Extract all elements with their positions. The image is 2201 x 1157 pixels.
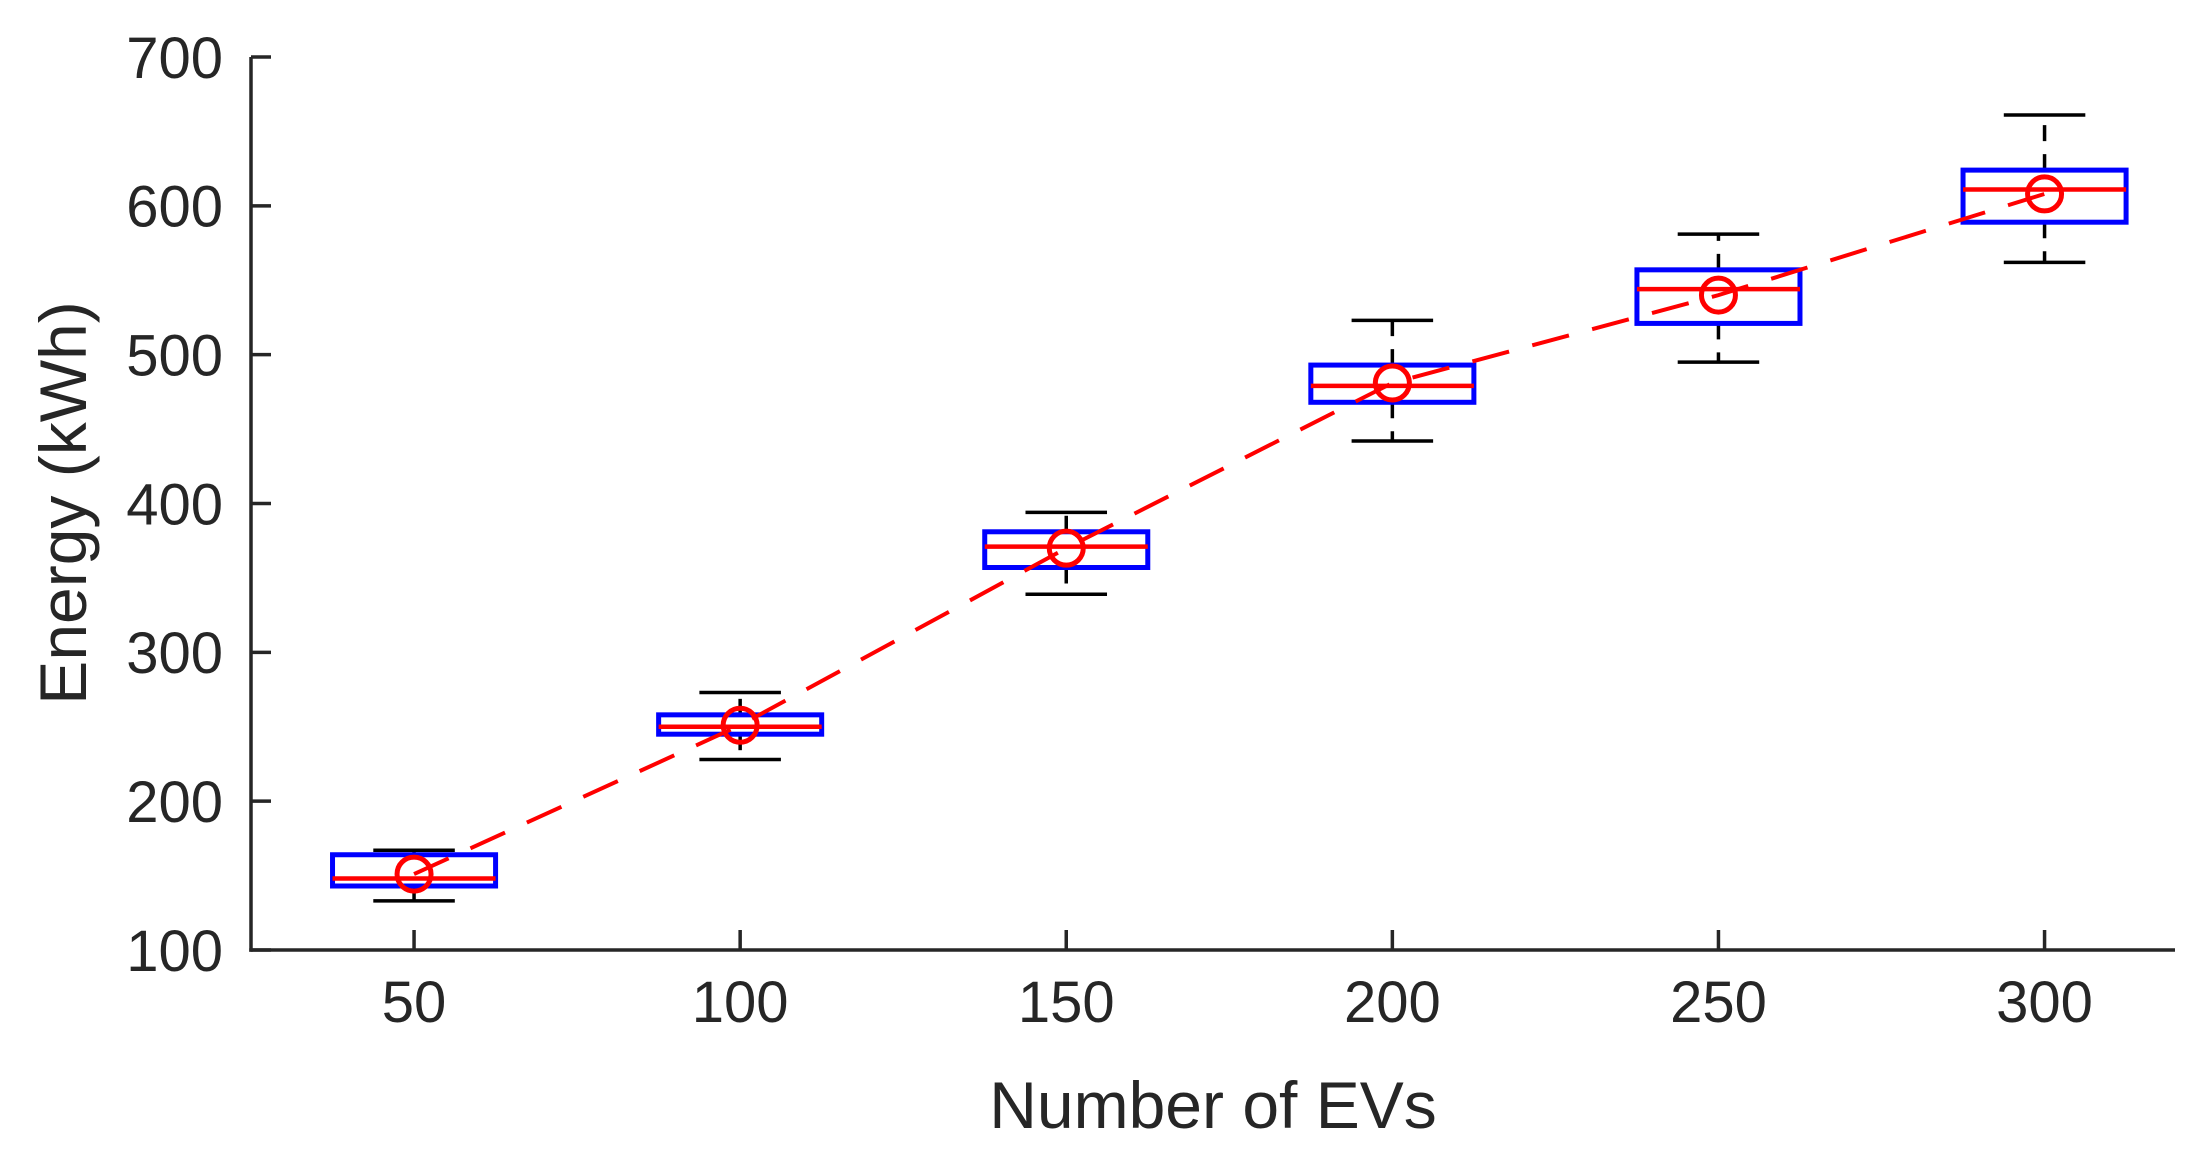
mean-marker [1698, 275, 1738, 315]
y-tick-label: 500 [126, 324, 223, 389]
box-rect [982, 529, 1151, 570]
y-tick-label: 100 [126, 919, 223, 984]
y-tick-label: 300 [126, 621, 223, 686]
y-tick-label: 200 [126, 770, 223, 835]
y-tick-label: 700 [126, 26, 223, 91]
x-tick-label: 50 [382, 970, 447, 1035]
mean-marker [1372, 363, 1412, 403]
mean-marker [394, 854, 434, 894]
mean-marker [720, 705, 760, 745]
x-tick-label: 200 [1344, 970, 1441, 1035]
y-axis-label: Energy (kWh) [26, 301, 100, 704]
mean-marker [2025, 174, 2065, 214]
x-axis-label: Number of EVs [989, 1068, 1437, 1142]
mean-marker [1046, 528, 1086, 568]
x-tick-label: 150 [1018, 970, 1115, 1035]
x-tick-label: 300 [1996, 970, 2093, 1035]
x-tick-label: 100 [692, 970, 789, 1035]
y-tick-label: 600 [126, 175, 223, 240]
y-tick-label: 400 [126, 472, 223, 537]
x-tick-label: 250 [1670, 970, 1767, 1035]
mean-trend-line [413, 192, 2046, 876]
